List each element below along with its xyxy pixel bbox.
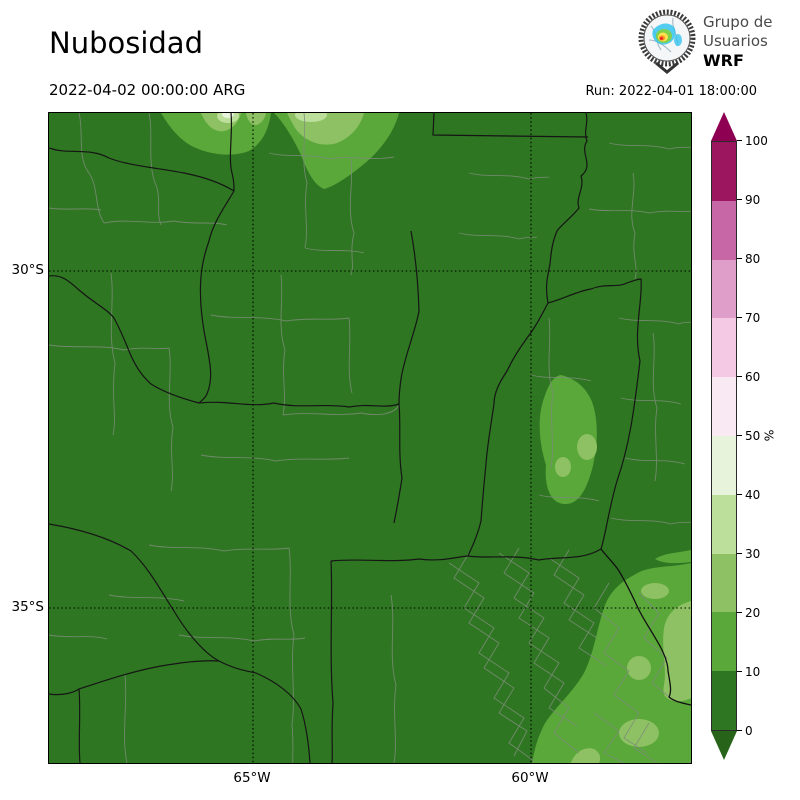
colorbar-segment-20-30 xyxy=(712,553,736,613)
colorbar-segment-30-40 xyxy=(712,494,736,554)
colorbar-unit-label: % xyxy=(761,429,777,442)
colorbar-tick-label: 20 xyxy=(737,605,779,621)
colorbar-segment-90-100 xyxy=(712,142,736,201)
lat-label-35s: 35°S xyxy=(11,599,45,615)
lon-label-60w: 60°W xyxy=(511,770,549,786)
wrf-logo-text: Grupo de Usuarios WRF xyxy=(703,6,773,76)
map-plot-area xyxy=(48,112,692,764)
cloud-patches-20-30pct xyxy=(201,113,691,763)
colorbar-segment-10-20 xyxy=(712,612,736,672)
colorbar-segment-0-10 xyxy=(712,671,736,730)
colorbar-segment-60-70 xyxy=(712,318,736,378)
valid-time-label: 2022-04-02 00:00:00 ARG xyxy=(49,81,246,99)
rivers xyxy=(467,113,642,557)
run-time-label: Run: 2022-04-01 18:00:00 xyxy=(585,84,757,99)
page-title: Nubosidad xyxy=(49,26,203,60)
colorbar-tick-label: 30 xyxy=(737,546,779,562)
colorbar-tick-label: 60 xyxy=(737,369,779,385)
colorbar-tick-label: 80 xyxy=(737,251,779,267)
map-canvas xyxy=(49,113,691,763)
colorbar-tick-label: 0 xyxy=(737,723,779,739)
colorbar-segment-40-50 xyxy=(712,435,736,495)
lon-label-65w: 65°W xyxy=(233,770,271,786)
colorbar-tick-label: 50 xyxy=(737,428,779,444)
colorbar-tick-label: 40 xyxy=(737,487,779,503)
coastline xyxy=(600,548,691,706)
colorbar-segment-80-90 xyxy=(712,200,736,260)
colorbar-extend-below-arrow xyxy=(711,731,737,760)
lat-lon-gridlines xyxy=(49,113,691,763)
department-boundaries xyxy=(49,113,691,763)
colorbar-tick-label: 10 xyxy=(737,664,779,680)
colorbar-tick-label: 90 xyxy=(737,192,779,208)
colorbar-segment-50-60 xyxy=(712,377,736,436)
colorbar-extend-above-arrow xyxy=(711,112,737,141)
logo-line-3: WRF xyxy=(703,51,744,70)
colorbar-segment-70-80 xyxy=(712,259,736,319)
colorbar-tick-label: 100 xyxy=(737,133,779,149)
colorbar-tick-label: 70 xyxy=(737,310,779,326)
province-borders xyxy=(49,113,602,763)
logo-line-1: Grupo de xyxy=(703,13,773,31)
lat-label-30s: 30°S xyxy=(11,262,45,278)
colorbar xyxy=(711,141,737,731)
logo-line-2: Usuarios xyxy=(703,32,768,50)
wrf-logo-icon xyxy=(638,9,696,74)
wrf-logo: Grupo de Usuarios WRF xyxy=(637,6,773,76)
